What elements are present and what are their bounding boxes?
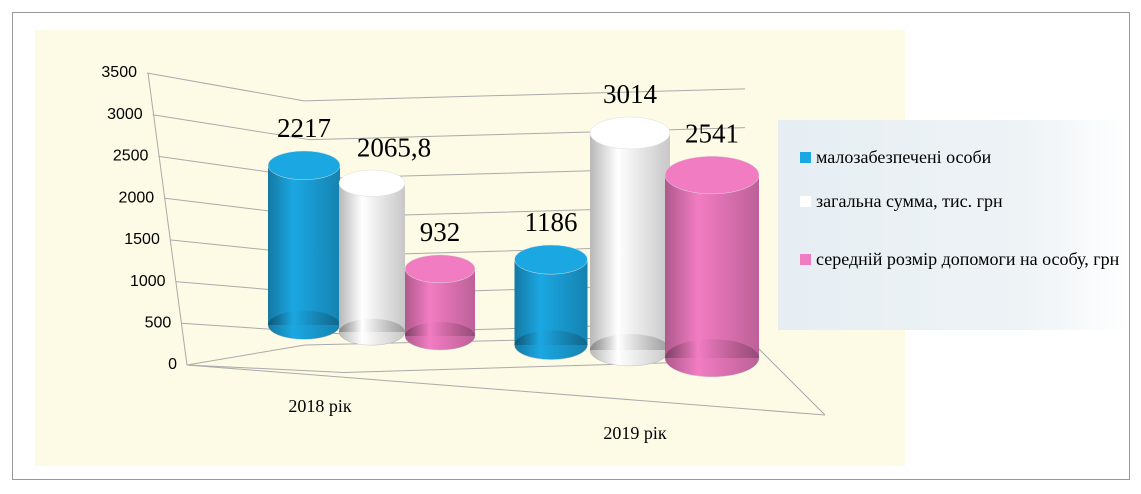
y-tick-label: 1500 (124, 231, 160, 248)
y-tick-label: 2500 (113, 148, 149, 165)
legend-item: малозабезпечені особи (800, 146, 1130, 168)
bar-shade (339, 183, 405, 332)
legend-label: загальна сумма, тис. грн (816, 191, 1003, 211)
bar-top (404, 254, 476, 284)
bar-bottom-shade (590, 334, 670, 366)
legend-swatch (800, 196, 811, 207)
legend-label: малозабезпечені особи (816, 147, 992, 167)
y-tick-label: 2000 (119, 189, 155, 206)
value-label: 2217 (277, 113, 331, 143)
bar-bottom-shade (405, 322, 475, 350)
legend-item: загальна сумма, тис. грн (800, 190, 1130, 212)
bar-top (514, 244, 588, 275)
axis (147, 72, 188, 366)
bar-bottom-shade (665, 339, 759, 377)
bar-top (589, 116, 671, 150)
legend-swatch (800, 254, 811, 265)
y-tick-label: 1000 (130, 273, 166, 290)
bar-bottom-shade (339, 318, 405, 346)
legend-label: середній розмір допомоги на особу, грн (816, 249, 1120, 269)
x-tick-label: 2018 рік (288, 396, 352, 416)
value-label: 3014 (603, 79, 658, 109)
y-tick-label: 3500 (101, 64, 137, 81)
y-tick-label: 0 (168, 356, 177, 373)
bar-top (338, 169, 406, 197)
value-label: 2541 (685, 118, 739, 148)
value-label: 932 (420, 217, 461, 247)
legend-item: середній розмір допомоги на особу, грн (800, 248, 1130, 270)
value-label: 1186 (525, 207, 578, 237)
bar-top (267, 150, 341, 181)
bar-bottom-shade (514, 330, 588, 360)
bar-shade (665, 175, 759, 358)
value-label: 2065,8 (357, 132, 431, 162)
axis (186, 364, 826, 416)
y-tick-label: 3000 (107, 106, 143, 123)
bar-shade (590, 132, 670, 350)
legend-swatch (800, 152, 811, 163)
x-tick-label: 2019 рік (603, 423, 667, 443)
bar-top (664, 155, 760, 195)
bar-shade (268, 165, 340, 325)
legend: малозабезпечені особи загальна сумма, тис… (778, 120, 1130, 330)
bar-bottom-shade (268, 310, 340, 340)
y-tick-label: 500 (145, 315, 172, 332)
grid-line (146, 72, 746, 102)
plot-background (35, 30, 905, 466)
